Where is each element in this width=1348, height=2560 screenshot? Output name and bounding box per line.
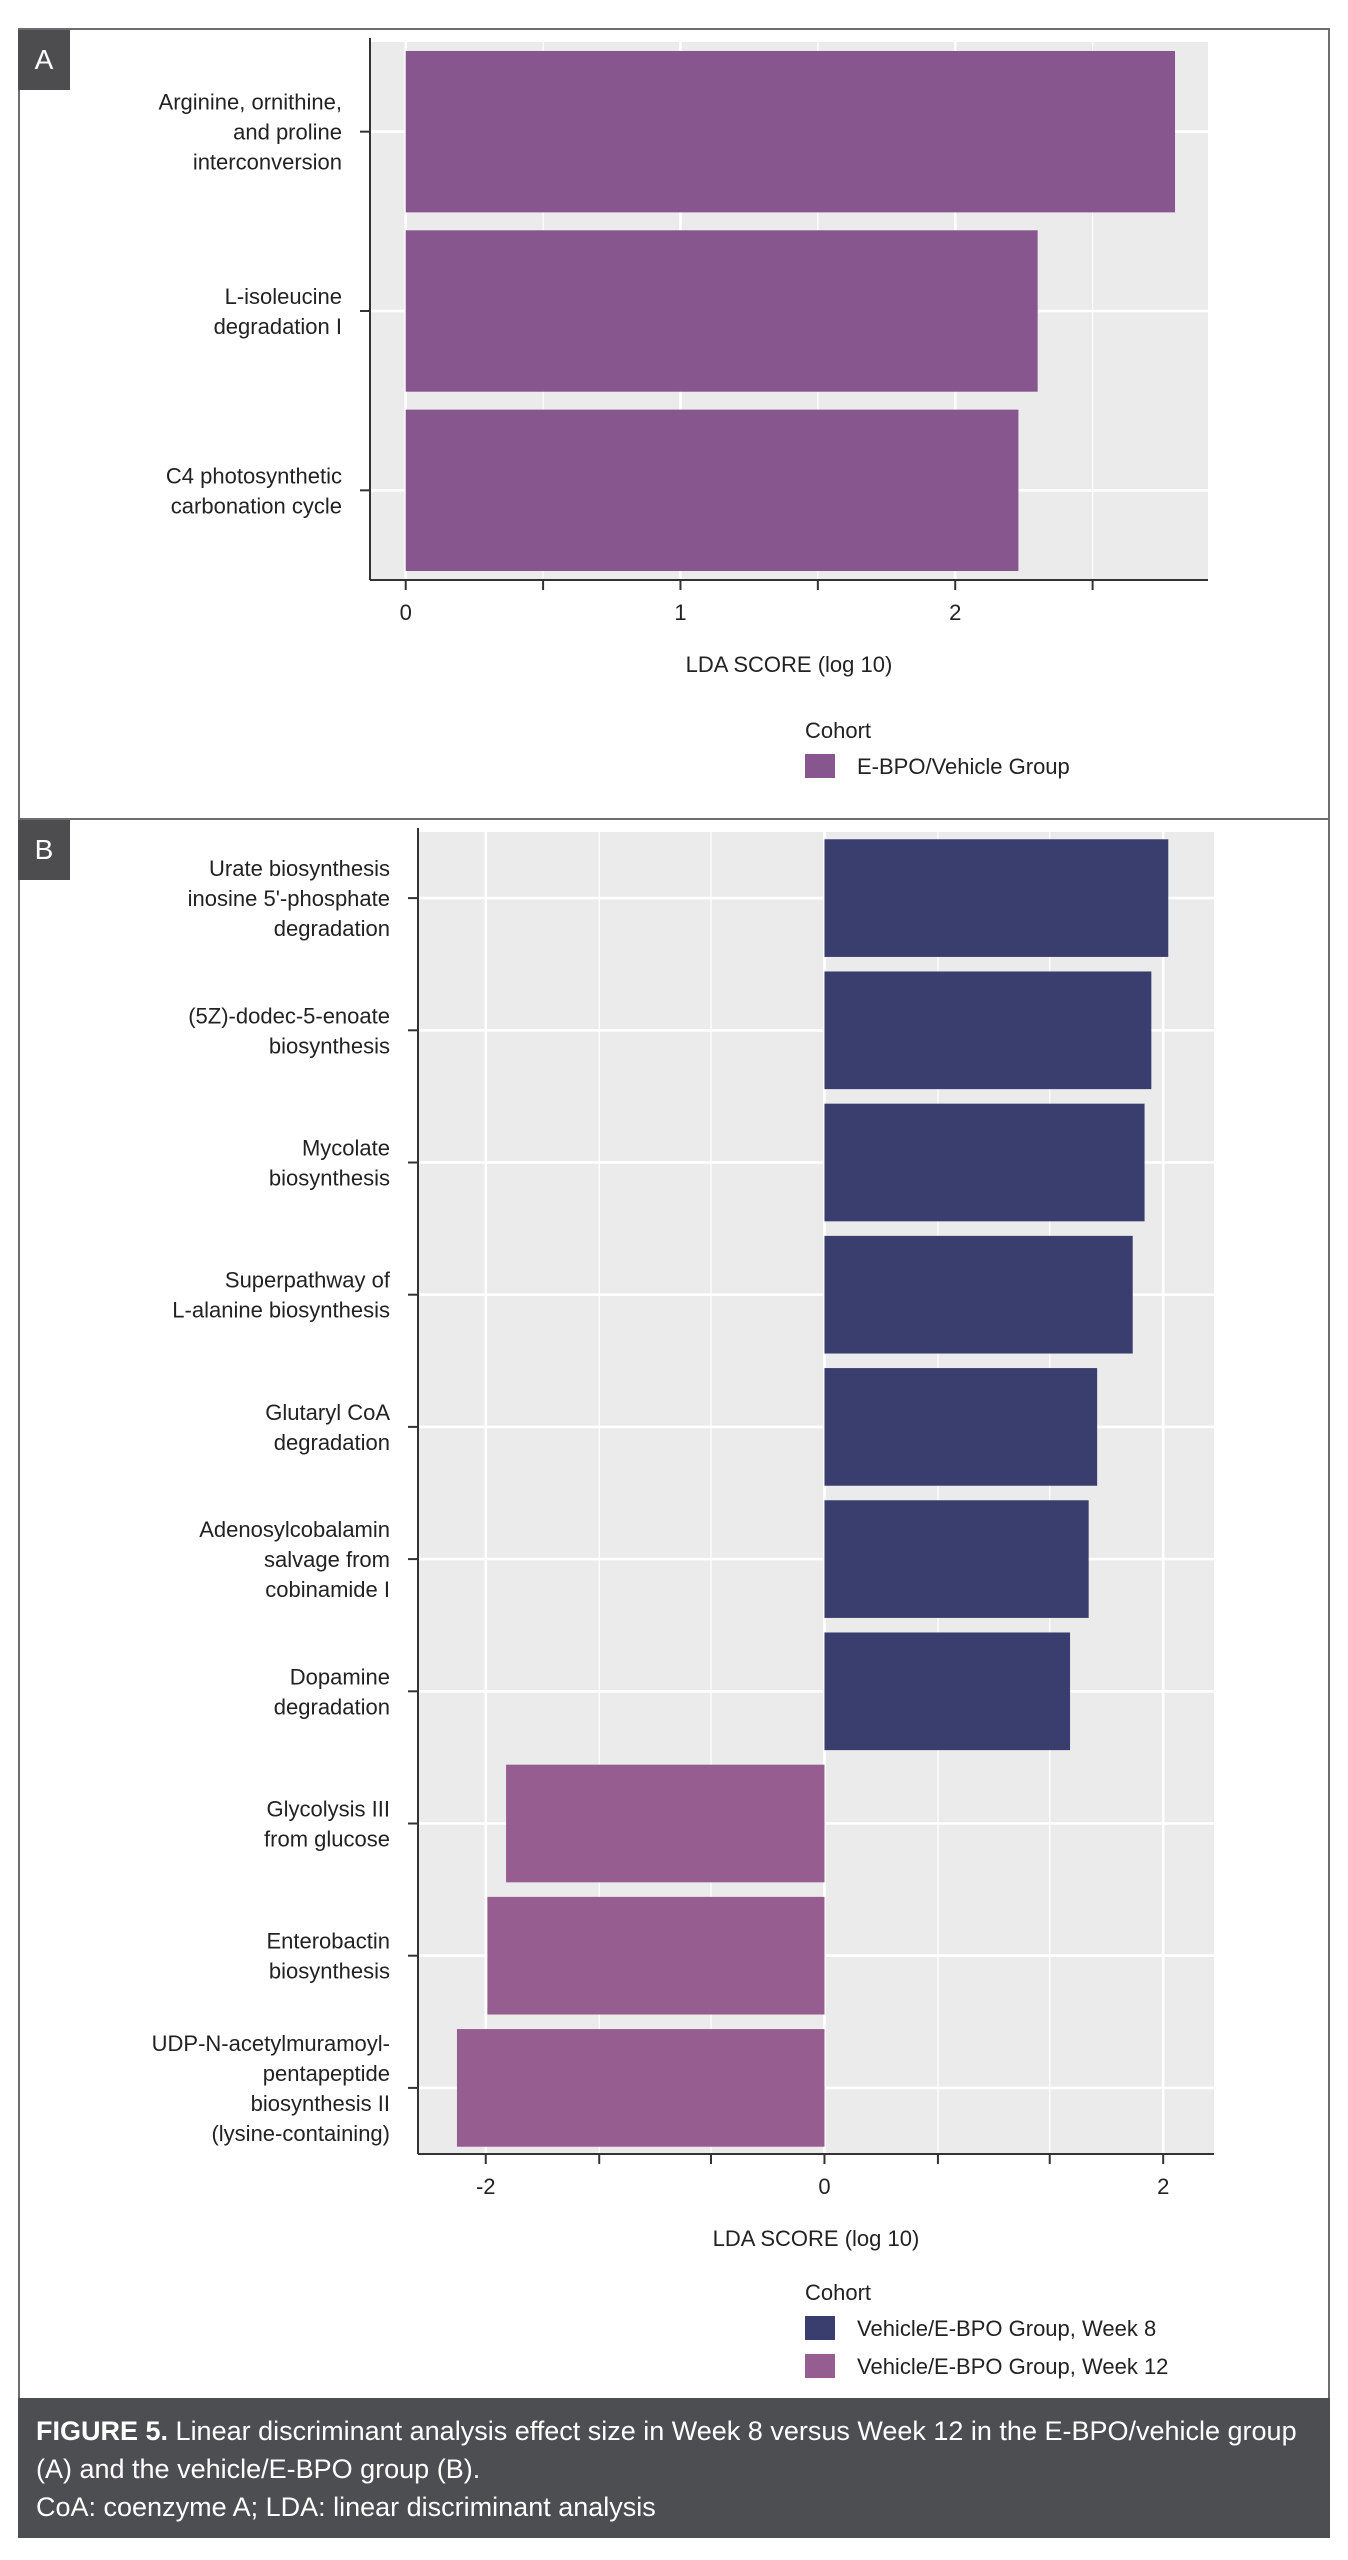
category-label: Arginine, ornithine, and proline interconv… [159, 90, 342, 175]
caption-abbreviations: CoA: coenzyme A; LDA: linear discriminan… [36, 2492, 656, 2522]
bar [824, 1235, 1133, 1354]
category-label: C4 photosynthetic carbonation cycle [166, 463, 342, 518]
bar [405, 230, 1038, 392]
legend-swatch [805, 2316, 835, 2340]
x-axis-label: LDA SCORE (log 10) [713, 2226, 920, 2251]
bar [824, 1368, 1098, 1486]
panel-a-tag: A [18, 30, 70, 90]
x-tick-label: 1 [674, 600, 686, 625]
panel-divider [18, 818, 1330, 820]
category-label: Adenosylcobalamin salvage from cobinamide … [199, 1517, 390, 1602]
bar [824, 1500, 1089, 1618]
bar [824, 1103, 1145, 1222]
panel-b-tag: B [18, 820, 70, 880]
category-label: Glycolysis III from glucose [264, 1797, 390, 1852]
x-tick-label: 2 [949, 600, 961, 625]
legend-title: Cohort [805, 718, 871, 743]
chart-panel-b: Urate biosynthesis inosine 5'-phosphate de… [152, 828, 1214, 2379]
x-tick-label: -2 [476, 2174, 496, 2199]
figure-caption: FIGURE 5. Linear discriminant analysis e… [18, 2398, 1330, 2538]
x-tick-label: 0 [818, 2174, 830, 2199]
category-label: Enterobactin biosynthesis [266, 1929, 390, 1984]
bar [405, 409, 1019, 572]
bar [506, 1764, 825, 1883]
bar [456, 2029, 825, 2147]
bar [405, 50, 1176, 213]
category-label: (5Z)-dodec-5-enoate biosynthesis [188, 1003, 390, 1058]
legend-label: Vehicle/E-BPO Group, Week 12 [857, 2354, 1168, 2379]
bar [824, 839, 1169, 957]
legend-swatch [805, 754, 835, 778]
x-tick-label: 0 [400, 600, 412, 625]
bar [487, 1896, 825, 2015]
category-label: Dopamine degradation [274, 1664, 390, 1719]
category-label: Mycolate biosynthesis [269, 1136, 390, 1191]
x-tick-label: 2 [1157, 2174, 1169, 2199]
caption-text: Linear discriminant analysis effect size… [36, 2416, 1297, 2484]
chart-panel-a: Arginine, ornithine, and proline interconv… [159, 38, 1208, 779]
x-axis-label: LDA SCORE (log 10) [686, 652, 893, 677]
category-label: Glutaryl CoA degradation [265, 1400, 390, 1455]
legend-label: Vehicle/E-BPO Group, Week 8 [857, 2316, 1156, 2341]
legend-title: Cohort [805, 2280, 871, 2305]
category-label: Urate biosynthesis inosine 5'-phosphate de… [188, 856, 390, 941]
bar [824, 1632, 1071, 1751]
legend-label: E-BPO/Vehicle Group [857, 754, 1070, 779]
legend-swatch [805, 2354, 835, 2378]
category-label: UDP-N-acetylmuramoyl-pentapeptide biosynt… [152, 2031, 390, 2146]
category-label: Superpathway of L-alanine biosynthesis [172, 1268, 391, 1323]
bar [824, 971, 1152, 1090]
category-label: L-isoleucine degradation I [214, 284, 342, 339]
caption-label: FIGURE 5. [36, 2416, 169, 2446]
